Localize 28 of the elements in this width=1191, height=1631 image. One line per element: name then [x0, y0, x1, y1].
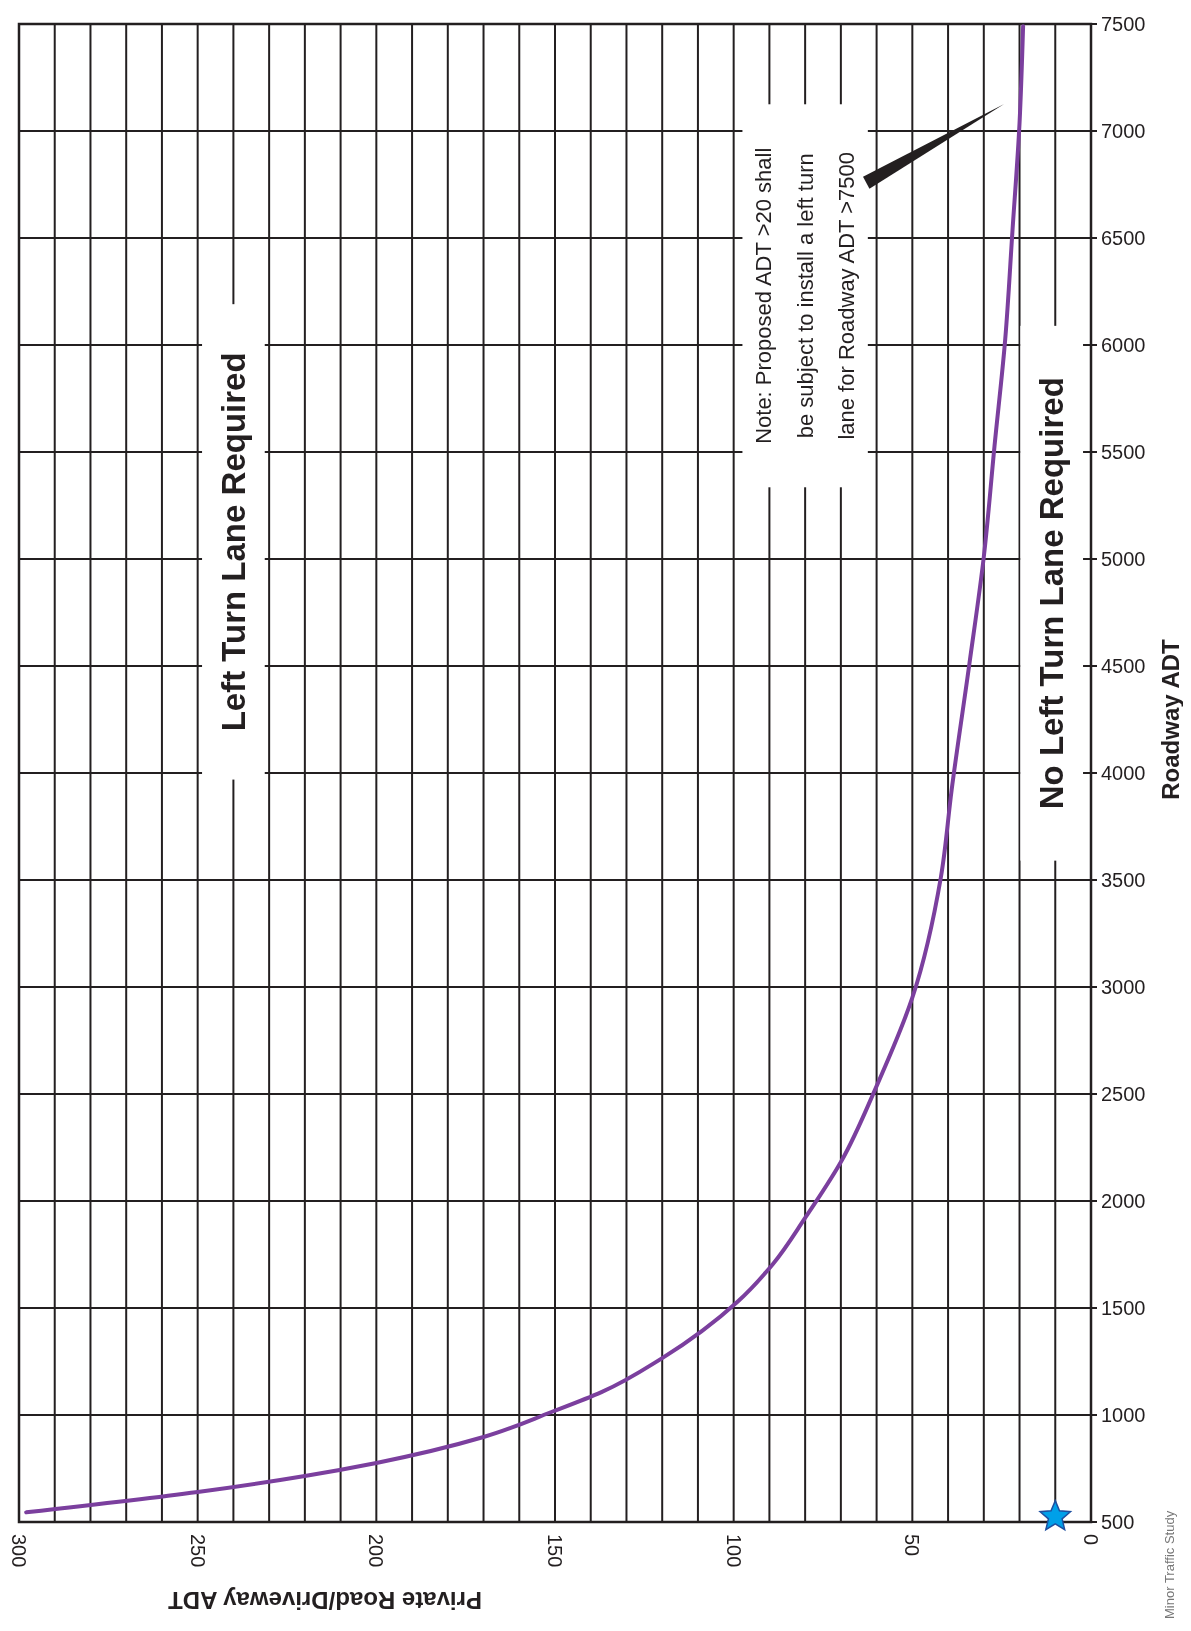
- annotation: No Left Turn Lane Required: [1033, 377, 1071, 810]
- y-tick-label: 4000: [1101, 762, 1146, 784]
- y-tick-label: 500: [1101, 1511, 1135, 1533]
- annotation: Left Turn Lane Required: [214, 352, 252, 732]
- x-tick-label: 100: [722, 1534, 745, 1568]
- y-tick-label: 6500: [1101, 227, 1146, 249]
- y-tick-label: 5500: [1101, 441, 1146, 463]
- x-tick-label: 0: [1080, 1534, 1102, 1546]
- y-tick-label: 1000: [1101, 1404, 1146, 1426]
- annotation: Note: Proposed ADT >20 shall be subject to install a left turn lane for Roadway ADT >7500: [750, 147, 860, 444]
- y-tick-label: 3500: [1101, 869, 1146, 891]
- y-tick-label: 7500: [1101, 13, 1146, 35]
- y-tick-label: 1500: [1101, 1297, 1146, 1319]
- y-tick-label: 4500: [1101, 655, 1146, 677]
- y-tick-label: 2500: [1101, 1083, 1146, 1105]
- y-tick-label: 2000: [1101, 1190, 1146, 1212]
- y-tick-label: 7000: [1101, 120, 1146, 142]
- x-tick-label: 200: [365, 1534, 388, 1568]
- x-tick-label: 50: [901, 1534, 924, 1557]
- x-tick-label: 150: [544, 1534, 566, 1568]
- y-tick-label: 3000: [1101, 976, 1146, 998]
- y-tick-label: 5000: [1101, 548, 1146, 570]
- x-axis-title: Private Road/Driveway ADT: [167, 1586, 482, 1614]
- y-tick-label: 6000: [1101, 334, 1146, 356]
- x-tick-label: 300: [8, 1534, 30, 1568]
- line-series: [24, 24, 1026, 1515]
- x-tick-label: 250: [186, 1534, 209, 1568]
- text: Minor Traffic Study: [1161, 1510, 1177, 1619]
